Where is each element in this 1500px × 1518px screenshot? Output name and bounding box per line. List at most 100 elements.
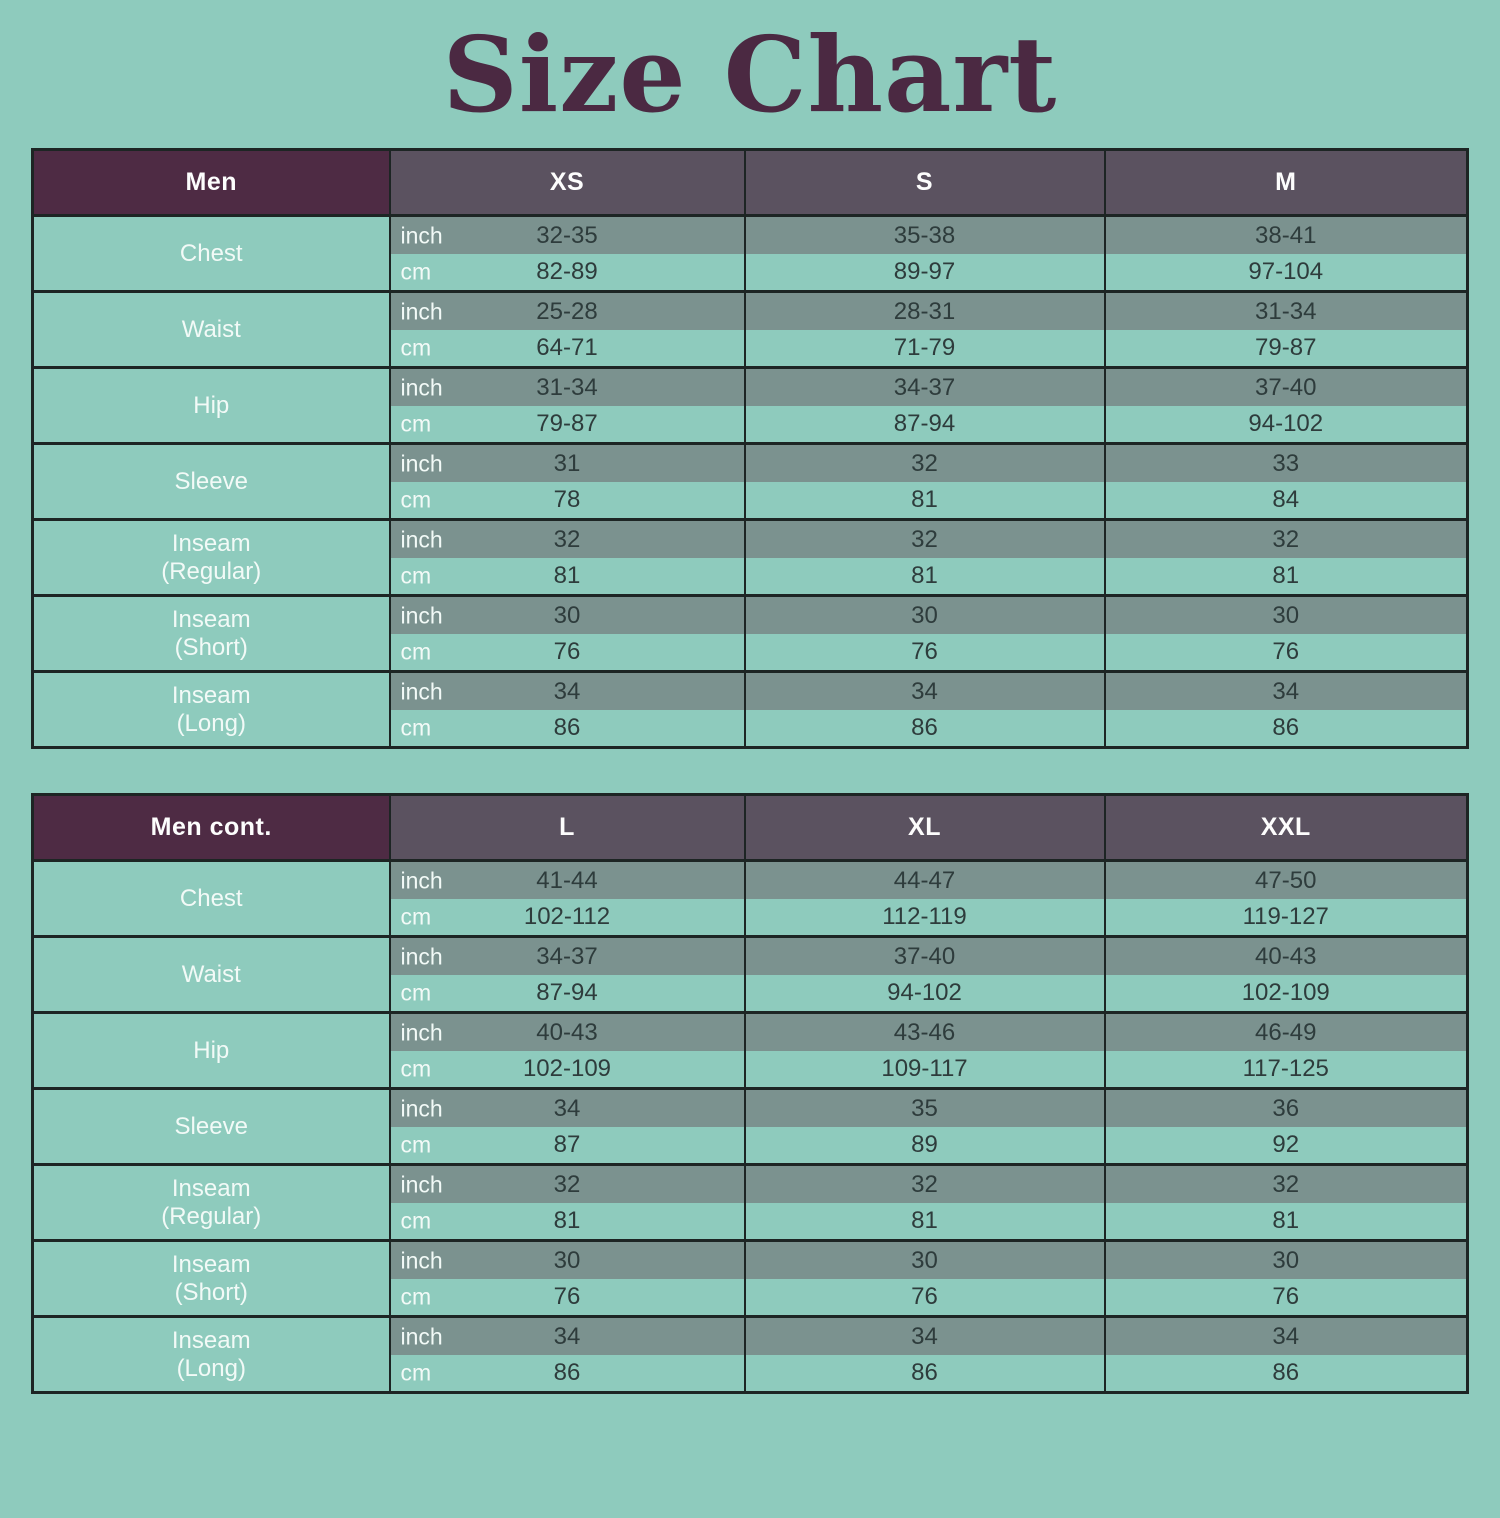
measurement-value: 117-125 <box>1242 1055 1329 1083</box>
measurement-value: 32 <box>553 1170 581 1198</box>
measurement-value: 102-109 <box>1241 979 1330 1007</box>
unit-label-cm: cm <box>400 714 432 741</box>
value-cell: 81 <box>743 1202 1105 1241</box>
value-cell: 76 <box>1103 1278 1468 1317</box>
measurement-row-inch: Waist inch 25-28 28-31 31-34 <box>32 290 1468 368</box>
measurement-label: Chest <box>179 239 243 267</box>
value-cell: inch 25-28 <box>388 290 745 330</box>
value-cell: inch 40-43 <box>388 1011 745 1051</box>
measurement-label: Inseam <box>171 1326 251 1354</box>
measurement-row-inch: Waist inch 34-37 37-40 40-43 <box>32 935 1468 1013</box>
value-cell: 35-38 <box>743 214 1105 254</box>
measurement-value: 71-79 <box>893 334 956 362</box>
unit-label-inch: inch <box>400 1323 443 1350</box>
unit-label-inch: inch <box>400 526 443 553</box>
unit-label-inch: inch <box>400 298 443 325</box>
measurement-value: 94-102 <box>887 979 962 1007</box>
value-cell: 81 <box>1103 557 1468 596</box>
measurement-value: 40-43 <box>536 1018 598 1046</box>
value-cell: 46-49 <box>1103 1011 1468 1051</box>
measurement-value: 76 <box>553 1283 581 1311</box>
measurement-row-cm: cm 86 86 86 <box>33 709 1468 748</box>
measurement-row-inch: Hip inch 31-34 34-37 37-40 <box>32 366 1468 444</box>
value-cell: cm 86 <box>388 709 745 748</box>
measurement-value: 34 <box>1272 1322 1300 1350</box>
unit-label-inch: inch <box>400 943 443 970</box>
measurement-label: Inseam <box>171 529 251 557</box>
measurement-value: 86 <box>911 1359 938 1387</box>
unit-label-cm: cm <box>400 1055 432 1082</box>
measurement-sublabel: (Regular) <box>161 557 262 585</box>
value-cell: inch 31-34 <box>388 366 745 406</box>
measurement-value: 81 <box>553 1207 581 1235</box>
measurement-label-cell: Sleeve <box>32 1087 390 1165</box>
measurement-value: 43-46 <box>893 1018 956 1046</box>
unit-label-cm: cm <box>400 979 432 1006</box>
measurement-value: 32 <box>1272 1170 1300 1198</box>
measurement-value: 47-50 <box>1255 866 1317 894</box>
measurement-label: Waist <box>181 960 241 988</box>
measurement-row-cm: cm 64-71 71-79 79-87 <box>33 329 1468 368</box>
measurement-label-cell: Waist <box>32 935 390 1013</box>
value-cell: 28-31 <box>743 290 1105 330</box>
value-cell: 94-102 <box>1103 405 1468 444</box>
measurement-value: 30 <box>911 1246 938 1274</box>
value-cell: inch 32-35 <box>388 214 745 254</box>
unit-label-cm: cm <box>400 410 432 437</box>
size-column-header-s: S <box>743 149 1105 218</box>
value-cell: 84 <box>1103 481 1468 520</box>
measurement-value: 34-37 <box>536 942 598 970</box>
measurement-label-cell: Waist <box>32 290 390 368</box>
measurement-sublabel: (Regular) <box>161 1202 262 1230</box>
measurement-value: 79-87 <box>536 410 598 438</box>
size-column-header-xxl: XXL <box>1103 794 1468 863</box>
measurement-value: 41-44 <box>536 866 598 894</box>
value-cell: inch 30 <box>388 594 745 634</box>
value-cell: 94-102 <box>743 974 1105 1013</box>
measurement-value: 87 <box>553 1131 581 1159</box>
value-cell: inch 34 <box>388 1315 745 1355</box>
value-cell: 76 <box>743 633 1105 672</box>
measurement-value: 84 <box>1272 486 1300 514</box>
value-cell: cm 64-71 <box>388 329 745 368</box>
value-cell: 119-127 <box>1103 898 1468 937</box>
measurement-value: 34 <box>1272 677 1300 705</box>
measurement-row-cm: cm 102-109 109-117 117-125 <box>33 1050 1468 1089</box>
value-cell: cm 76 <box>388 1278 745 1317</box>
unit-label-cm: cm <box>400 1131 432 1158</box>
value-cell: 31-34 <box>1103 290 1468 330</box>
measurement-value: 76 <box>1272 638 1300 666</box>
measurement-value: 38-41 <box>1255 221 1317 249</box>
size-column-header-m: M <box>1103 149 1468 218</box>
value-cell: 112-119 <box>743 898 1105 937</box>
value-cell: 30 <box>1103 594 1468 634</box>
measurement-label-cell: Inseam (Regular) <box>32 518 390 596</box>
value-cell: 97-104 <box>1103 253 1468 292</box>
unit-label-inch: inch <box>400 222 443 249</box>
unit-label-inch: inch <box>400 1247 443 1274</box>
measurement-value: 94-102 <box>1248 410 1324 438</box>
measurement-value: 32 <box>1272 525 1300 553</box>
unit-label-inch: inch <box>400 374 443 401</box>
measurement-label-cell: Inseam (Long) <box>32 670 390 748</box>
measurement-value: 30 <box>553 601 581 629</box>
measurement-value: 30 <box>1272 601 1300 629</box>
measurement-row-cm: cm 81 81 81 <box>33 1202 1468 1241</box>
value-cell: inch 34 <box>388 1087 745 1127</box>
unit-label-inch: inch <box>400 1171 443 1198</box>
value-cell: cm 87-94 <box>388 974 745 1013</box>
measurement-value: 89-97 <box>893 258 956 286</box>
measurement-value: 30 <box>553 1246 581 1274</box>
unit-label-cm: cm <box>400 1207 432 1234</box>
unit-label-cm: cm <box>400 562 432 589</box>
value-cell: 76 <box>1103 633 1468 672</box>
measurement-value: 86 <box>553 1359 581 1387</box>
measurement-label: Inseam <box>171 1250 251 1278</box>
value-cell: 30 <box>743 1239 1105 1279</box>
measurement-value: 76 <box>553 638 581 666</box>
unit-label-cm: cm <box>400 486 432 513</box>
measurement-label: Hip <box>193 391 230 419</box>
measurement-row-inch: Inseam (Regular) inch 32 32 32 <box>32 1163 1468 1241</box>
measurement-value: 34 <box>553 1322 581 1350</box>
value-cell: 32 <box>1103 518 1468 558</box>
